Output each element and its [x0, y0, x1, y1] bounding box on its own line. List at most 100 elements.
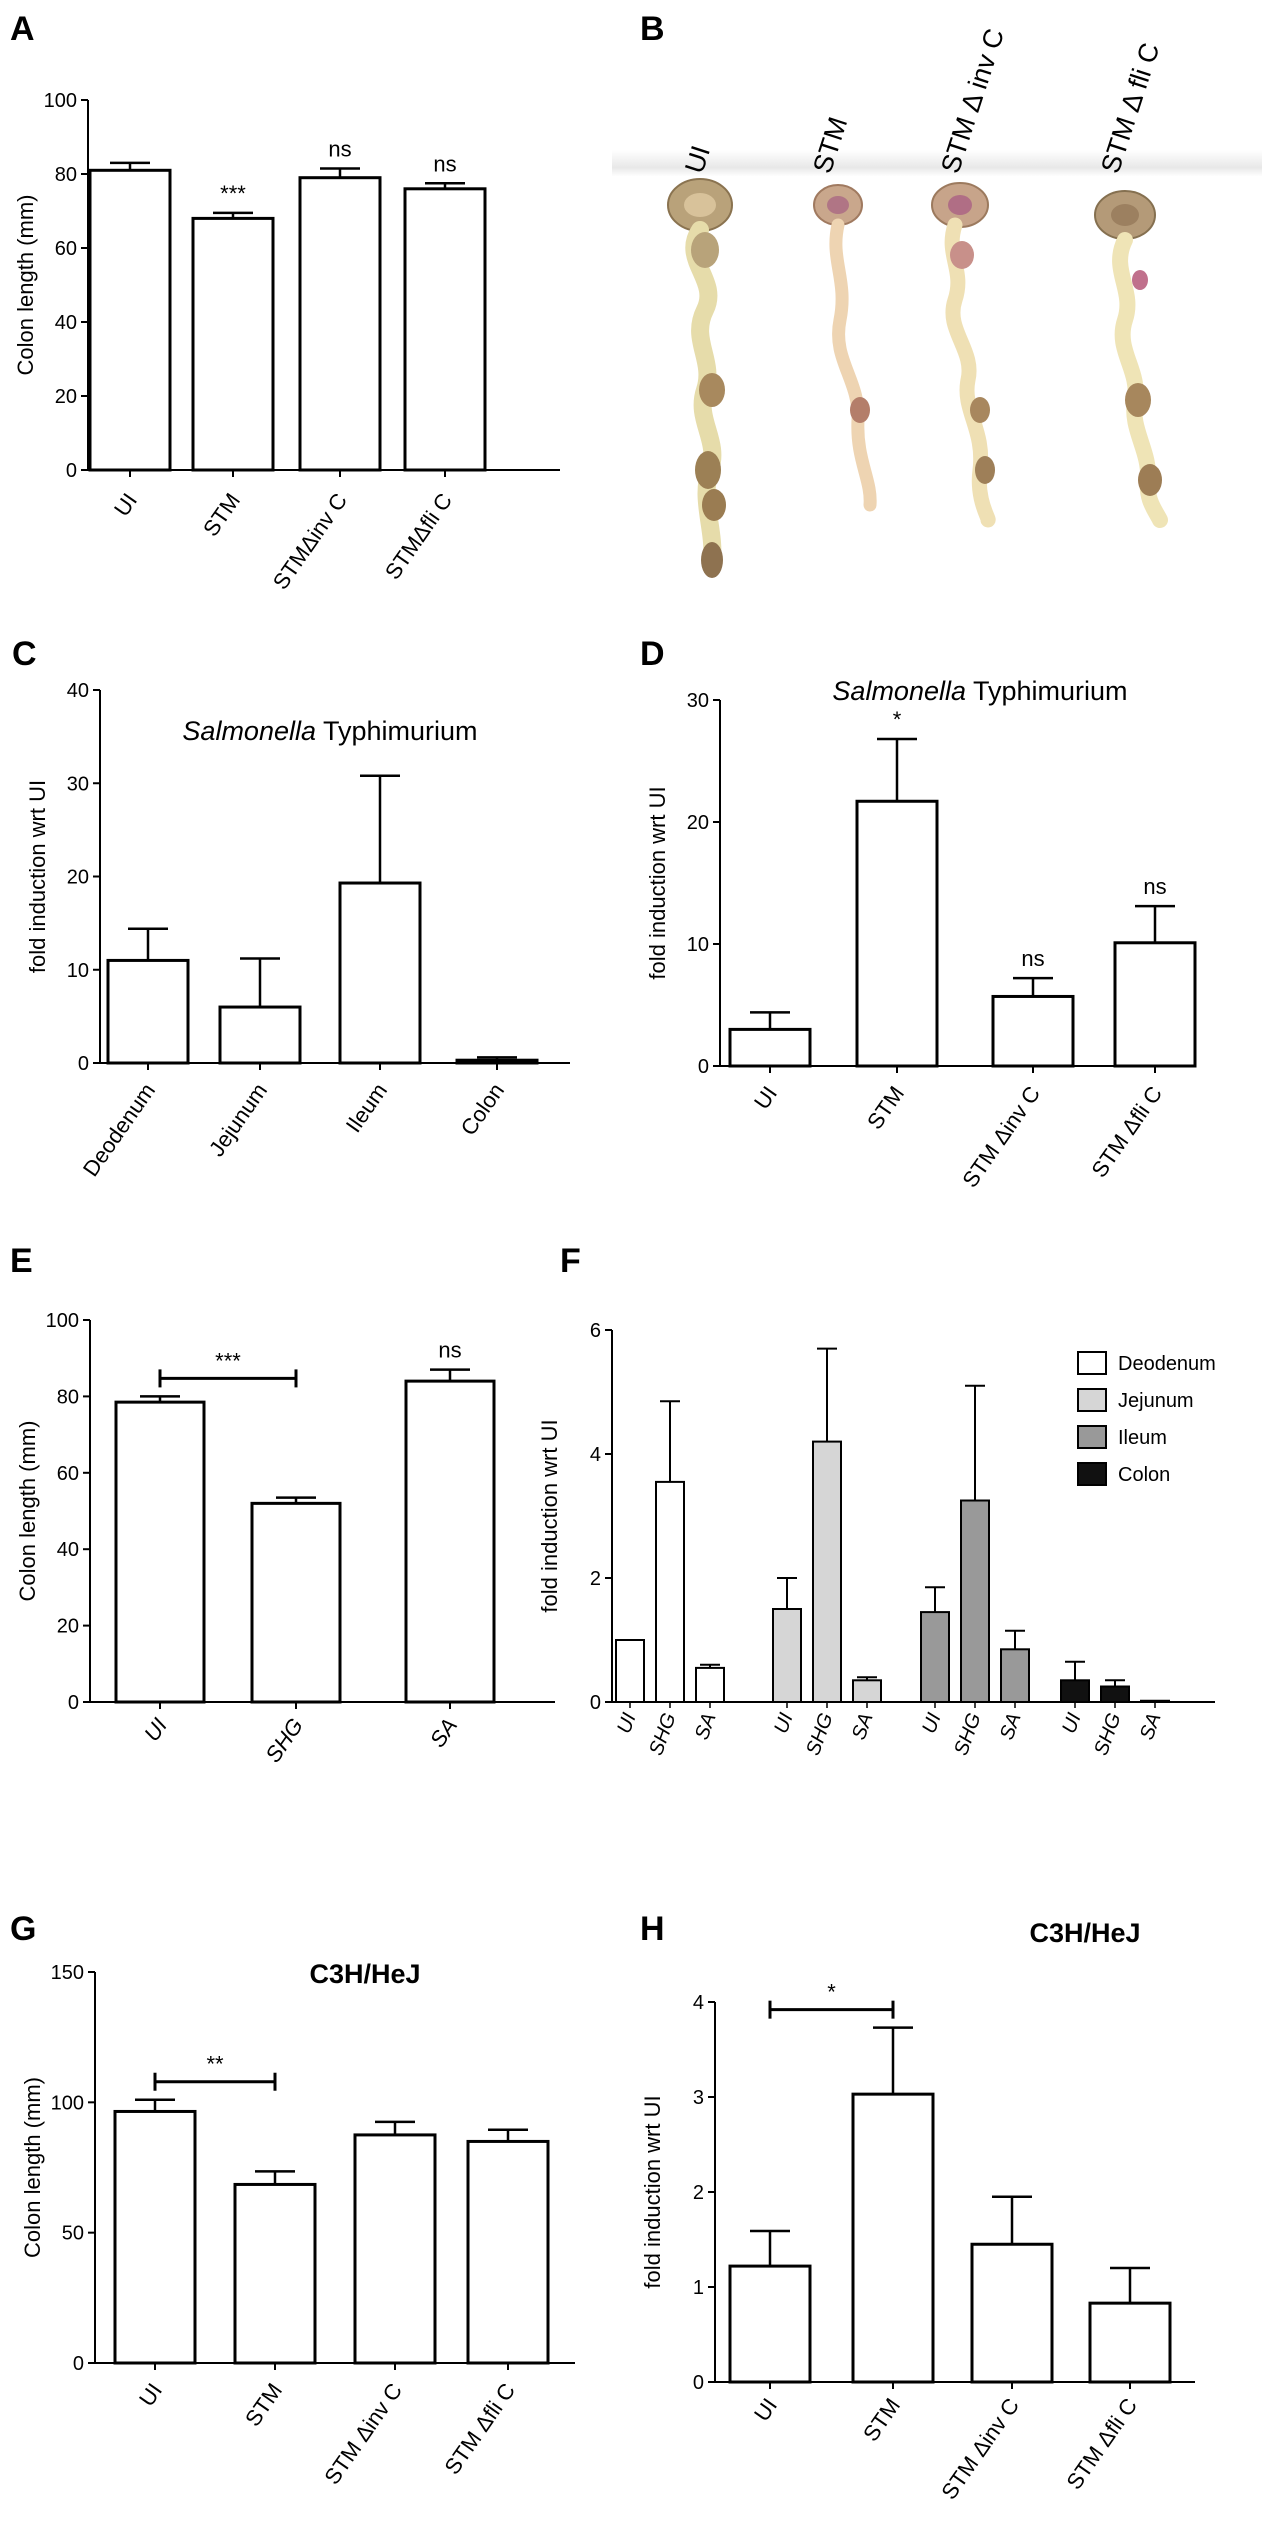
legend-swatch-jejunum — [1077, 1388, 1107, 1412]
chart-title-c: Salmonella Typhimurium — [182, 716, 477, 746]
y-tick-label-h: 1 — [693, 2277, 704, 2299]
legend-swatch-deodenum — [1077, 1351, 1107, 1375]
y-axis-label-g: Colon length (mm) — [20, 2077, 45, 2258]
bar-c — [218, 1005, 302, 1065]
colon-ui — [667, 178, 733, 578]
bar-f-colon — [1060, 1679, 1090, 1704]
y-tick-label-g: 0 — [73, 2353, 84, 2375]
chart-title-d: Salmonella Typhimurium — [832, 676, 1127, 706]
legend-swatch-colon — [1077, 1462, 1107, 1486]
y-tick-label-f: 4 — [590, 1444, 601, 1466]
bar-f-jejunum — [772, 1608, 802, 1703]
x-tick-label-f: UI — [770, 1710, 798, 1737]
bracket-label-h: * — [827, 1980, 836, 2005]
bar-f-jejunum — [812, 1440, 842, 1703]
legend-label-colon: Colon — [1118, 1464, 1170, 1486]
bar-e — [114, 1400, 206, 1704]
panel-label-a: A — [10, 10, 35, 48]
panel-label-b: B — [640, 10, 665, 48]
bar-c — [338, 881, 422, 1065]
x-tick-label-g: STM Δfli C — [439, 2378, 520, 2479]
colon-photo: UI STM STM Δ inv C STM Δ fli C — [612, 25, 1262, 590]
x-tick-label-f: SA — [691, 1710, 721, 1743]
bar-g — [466, 2139, 550, 2365]
y-tick-label-c: 20 — [67, 867, 89, 889]
x-tick-label-a: STMΔinv C — [268, 488, 352, 594]
y-tick-label-e: 80 — [57, 1386, 79, 1408]
chart-title-rest-c: Typhimurium — [316, 716, 478, 746]
bar-a — [88, 168, 172, 472]
x-tick-label-f: UI — [918, 1710, 946, 1737]
x-tick-label-c: Ileum — [341, 1079, 392, 1137]
y-tick-label-g: 100 — [51, 2092, 84, 2114]
x-tick-label-f: SHG — [802, 1710, 837, 1758]
chart-title-rest-d: Typhimurium — [966, 676, 1128, 706]
y-tick-label-g: 150 — [51, 1962, 84, 1984]
bar-g — [233, 2182, 317, 2365]
chart-g: 0 50 100 150 Colon length (mm) UI STM STM Δinv … — [20, 1959, 575, 2489]
colon-stm-fli — [1094, 190, 1168, 528]
colon-stm — [813, 184, 877, 512]
x-tick-label-d: UI — [749, 1082, 782, 1114]
x-tick-label-f: SA — [848, 1710, 878, 1743]
y-axis-label-d: fold induction wrt UI — [645, 786, 670, 979]
y-tick-label-d: 10 — [687, 934, 709, 956]
panel-label-c: C — [12, 635, 37, 673]
significance-label-a: *** — [220, 181, 246, 206]
y-tick-label-g: 50 — [62, 2223, 84, 2245]
bar-d — [855, 799, 939, 1068]
x-tick-label-a: STM — [198, 489, 245, 541]
bar-e — [404, 1379, 496, 1704]
bar-d — [1113, 941, 1197, 1068]
bar-a — [403, 187, 487, 472]
significance-label-a: ns — [328, 136, 351, 161]
significance-label-a: ns — [433, 151, 456, 176]
significance-label-d: ns — [1143, 874, 1166, 899]
panel-label-e: E — [10, 1242, 33, 1280]
x-tick-label-c: Deodenum — [78, 1079, 160, 1182]
x-tick-label-d: STM Δfli C — [1086, 1081, 1167, 1182]
y-axis-label-a: Colon length (mm) — [13, 195, 38, 376]
legend-label-deodenum: Deodenum — [1118, 1353, 1216, 1375]
y-tick-label-d: 0 — [698, 1056, 709, 1078]
x-tick-label-a: STMΔfli C — [380, 488, 457, 584]
y-tick-label-a: 20 — [55, 386, 77, 408]
bar-a — [298, 176, 382, 472]
y-tick-label-e: 20 — [57, 1616, 79, 1638]
y-tick-label-c: 30 — [67, 773, 89, 795]
x-tick-label-h: STM Δfli C — [1061, 2393, 1142, 2494]
x-tick-label-d: STM — [862, 1082, 909, 1134]
bar-h — [1088, 2301, 1172, 2384]
bar-h — [970, 2242, 1054, 2384]
bar-f-ileum — [1000, 1648, 1030, 1704]
y-tick-label-h: 4 — [693, 1992, 704, 2014]
chart-title-g: C3H/HeJ — [309, 1959, 420, 1989]
y-tick-label-f: 0 — [590, 1692, 601, 1714]
bar-a — [191, 216, 275, 472]
x-tick-label-g: STM Δinv C — [319, 2378, 407, 2489]
bar-f-ileum — [960, 1499, 990, 1703]
y-tick-label-e: 0 — [68, 1692, 79, 1714]
legend-swatch-ileum — [1077, 1425, 1107, 1449]
bar-e — [250, 1501, 342, 1704]
x-tick-label-g: STM — [240, 2379, 287, 2431]
chart-title-italic-d: Salmonella — [832, 676, 966, 706]
y-tick-label-c: 40 — [67, 680, 89, 702]
chart-title-h: C3H/HeJ — [1029, 1918, 1140, 1948]
chart-title-italic-c: Salmonella — [182, 716, 316, 746]
y-tick-label-d: 20 — [687, 812, 709, 834]
bar-f-deodenum — [655, 1480, 685, 1704]
bar-d — [991, 994, 1075, 1068]
x-tick-label-h: STM — [858, 2394, 905, 2446]
y-tick-label-a: 40 — [55, 312, 77, 334]
colon-stm-inv — [931, 182, 996, 528]
x-tick-label-f: SA — [996, 1710, 1026, 1743]
chart-d: 0 10 20 30 fold induction wrt UI UI STM STM Δin… — [645, 676, 1197, 1192]
y-axis-label-h: fold induction wrt UI — [640, 2095, 665, 2288]
bar-f-ileum — [920, 1611, 950, 1703]
bar-h — [728, 2264, 812, 2384]
legend-label-jejunum: Jejunum — [1118, 1390, 1194, 1412]
significance-label-d: ns — [1021, 946, 1044, 971]
